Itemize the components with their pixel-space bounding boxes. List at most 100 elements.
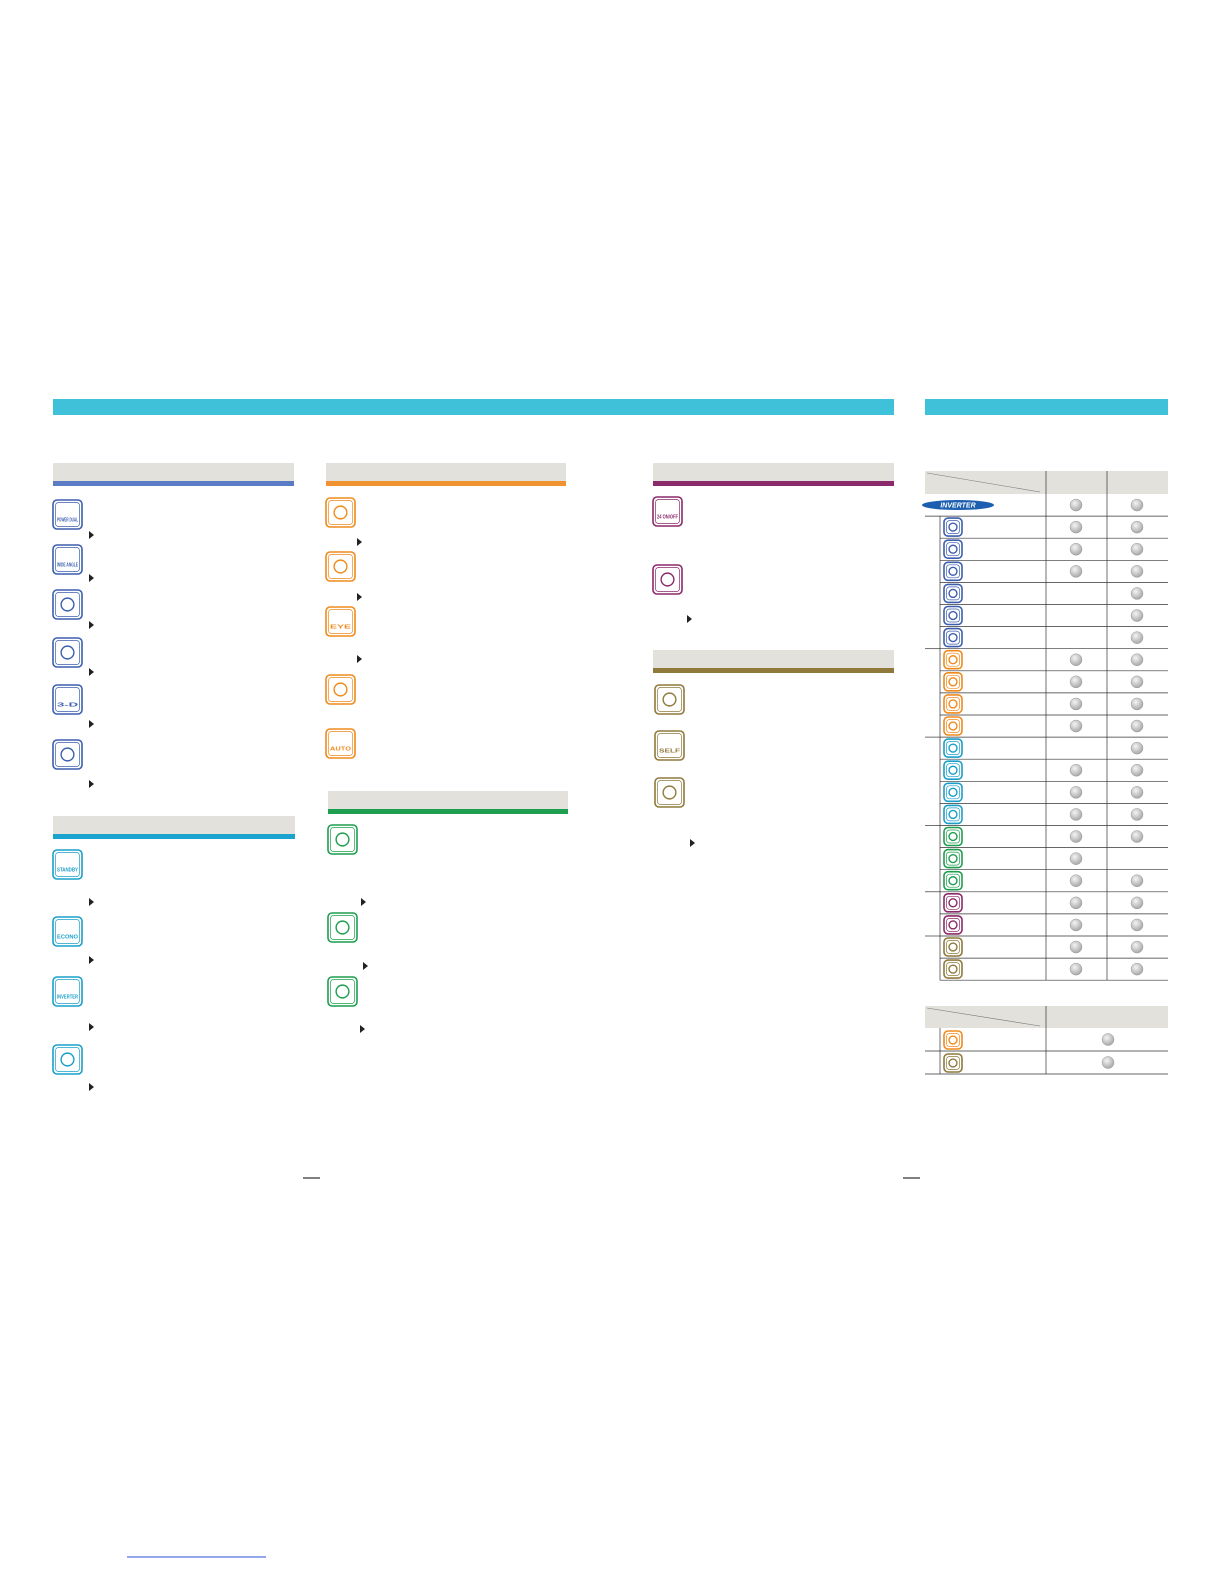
bullet-arrow [357,593,362,601]
icon-glyph [948,853,958,864]
bullet-arrow [89,720,94,728]
feature-icon [943,583,963,604]
feature-icon [943,605,963,626]
icon-label: EYE [330,624,351,630]
section-header [328,791,568,809]
feature-icon [52,544,83,575]
feature-icon-inner [946,652,960,667]
feature-icon-inner [657,780,682,805]
table-header [925,1006,1168,1028]
diagonal [926,1007,1041,1027]
icon-glyph [948,765,958,775]
feature-icon-inner [946,940,960,954]
feature-icon [52,684,83,715]
feature-icon [52,637,83,668]
icon-glyph [335,832,350,847]
feature-icon [654,730,685,761]
feature-icon [943,561,963,582]
diagonal [926,472,1041,493]
icon-glyph [948,610,958,621]
icon-label: ECONO [57,934,78,940]
availability-dot [1069,830,1083,843]
feature-icon [325,551,356,582]
feature-icon [654,684,685,715]
feature-icon [943,959,963,979]
feature-icon-inner [55,687,80,712]
feature-icon-inner [55,852,80,877]
feature-icon-inner [946,520,960,534]
availability-dot [1069,543,1083,556]
section-header [653,650,894,668]
feature-icon [943,937,963,957]
feature-icon [943,716,963,736]
availability-dot [1130,587,1144,600]
feature-icon-inner [946,697,960,711]
bullet-arrow [361,898,366,906]
feature-icon-inner [55,742,80,767]
availability-dot [1130,918,1144,932]
bullet-arrow [89,780,94,788]
availability-dot [1069,918,1083,932]
availability-dot [1130,498,1144,512]
icon-label: 24 ON/OFF [657,514,678,520]
icon-glyph [335,984,350,999]
feature-icon [943,760,963,781]
feature-icon-inner [946,586,960,601]
availability-dot [1130,741,1144,755]
feature-icon-inner [330,827,355,852]
availability-dot [1069,498,1083,512]
feature-icon-inner [946,674,960,689]
feature-icon-inner [55,592,80,617]
icon-glyph [948,544,958,554]
icon-glyph [948,898,958,908]
availability-dot [1130,565,1144,578]
feature-icon-inner [328,554,353,579]
availability-dot [1130,940,1144,954]
availability-dot [1069,653,1083,666]
icon-glyph [60,645,75,660]
section-rule [53,834,295,839]
icon-glyph [948,809,958,820]
icon-glyph [948,522,958,532]
feature-icon-inner [946,962,960,976]
feature-icon [325,674,356,705]
bullet-arrow [360,1025,365,1033]
feature-icon [52,976,83,1007]
icon-glyph [333,559,348,574]
feature-icon [325,497,356,528]
feature-icon [654,777,685,808]
availability-dot [1101,1033,1115,1046]
icon-glyph [948,699,958,709]
feature-icon [943,870,963,891]
feature-icon [52,916,83,947]
feature-icon [943,517,963,537]
feature-icon [325,728,356,759]
feature-icon-inner [946,741,960,755]
availability-dot [1069,675,1083,689]
bullet-arrow [687,615,692,623]
feature-icon [943,848,963,869]
icon-glyph [948,632,958,643]
feature-icon [652,564,683,595]
inverter-logo-text: INVERTER [940,502,975,509]
icon-glyph [948,1058,958,1068]
feature-icon-inner [55,547,80,572]
bullet-arrow [690,839,695,847]
availability-dot [1130,786,1144,799]
feature-icon [52,499,83,530]
availability-dot [1069,786,1083,799]
availability-dot [1069,565,1083,578]
feature-icon-inner [655,567,680,592]
inverter-logo [922,500,994,511]
availability-dot [1130,874,1144,887]
feature-icon-inner [946,608,960,623]
bullet-arrow [357,538,362,546]
icon-glyph [60,597,75,612]
icon-glyph [948,787,958,797]
feature-icon-inner [330,915,355,940]
availability-dot [1130,543,1144,556]
feature-icon-inner [946,564,960,579]
feature-icon-inner [946,719,960,733]
feature-icon-inner [946,785,960,800]
